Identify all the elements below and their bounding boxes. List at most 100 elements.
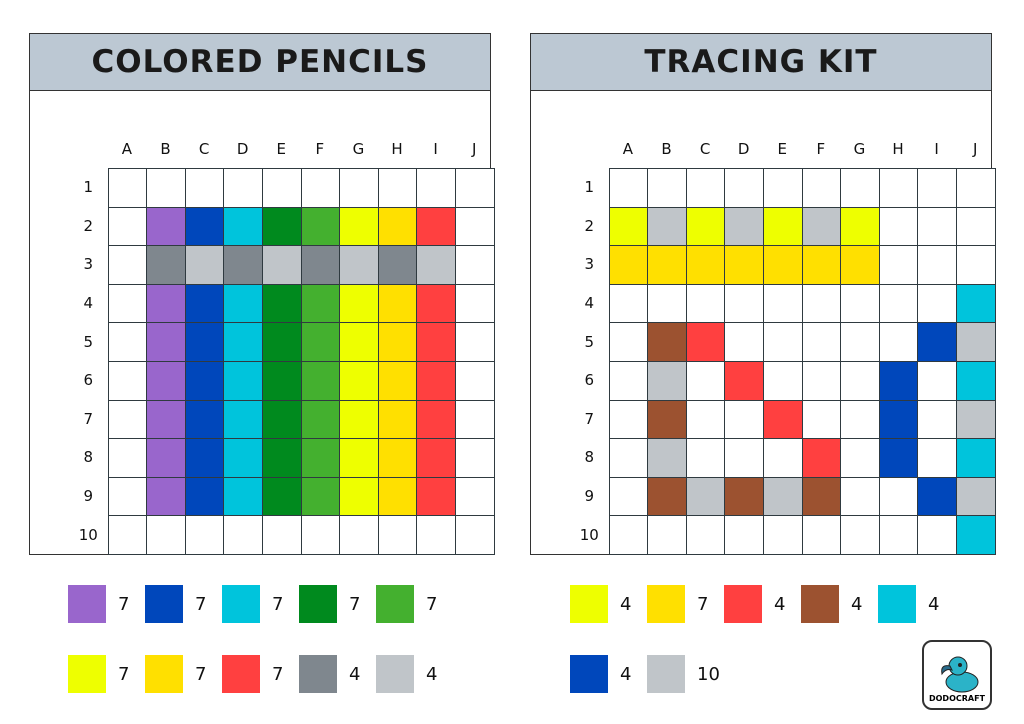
grid-cell[interactable] <box>184 360 225 401</box>
grid-cell[interactable] <box>762 283 803 324</box>
grid-cell[interactable] <box>878 206 919 247</box>
grid-cell[interactable] <box>107 438 148 478</box>
grid-cell[interactable] <box>454 360 495 401</box>
grid-cell[interactable] <box>416 206 456 247</box>
grid-cell[interactable] <box>107 245 148 285</box>
grid-cell[interactable] <box>300 168 341 208</box>
grid-cell[interactable] <box>917 438 957 478</box>
grid-cell[interactable] <box>339 283 379 324</box>
grid-cell[interactable] <box>223 245 263 285</box>
grid-cell[interactable] <box>454 515 495 555</box>
grid-cell[interactable] <box>107 476 148 517</box>
grid-cell[interactable] <box>184 438 225 478</box>
grid-cell[interactable] <box>608 206 649 247</box>
grid-cell[interactable] <box>801 399 842 440</box>
grid-cell[interactable] <box>146 476 186 517</box>
grid-cell[interactable] <box>685 322 726 362</box>
grid-cell[interactable] <box>261 476 302 517</box>
grid-cell[interactable] <box>762 168 803 208</box>
grid-cell[interactable] <box>608 245 649 285</box>
grid-cell[interactable] <box>261 438 302 478</box>
grid-cell[interactable] <box>801 322 842 362</box>
grid-cell[interactable] <box>685 438 726 478</box>
grid-cell[interactable] <box>840 322 880 362</box>
grid-cell[interactable] <box>300 476 341 517</box>
grid-cell[interactable] <box>339 438 379 478</box>
grid-cell[interactable] <box>377 360 418 401</box>
grid-cell[interactable] <box>840 360 880 401</box>
grid-cell[interactable] <box>416 322 456 362</box>
grid-cell[interactable] <box>223 438 263 478</box>
grid-cell[interactable] <box>724 399 764 440</box>
grid-cell[interactable] <box>917 399 957 440</box>
grid-cell[interactable] <box>261 515 302 555</box>
grid-cell[interactable] <box>955 399 996 440</box>
grid-cell[interactable] <box>223 360 263 401</box>
grid-cell[interactable] <box>878 515 919 555</box>
grid-cell[interactable] <box>955 245 996 285</box>
grid-cell[interactable] <box>107 168 148 208</box>
grid-cell[interactable] <box>454 399 495 440</box>
grid-cell[interactable] <box>377 168 418 208</box>
grid-cell[interactable] <box>223 515 263 555</box>
grid-cell[interactable] <box>416 476 456 517</box>
grid-cell[interactable] <box>300 206 341 247</box>
grid-cell[interactable] <box>339 360 379 401</box>
grid-cell[interactable] <box>685 515 726 555</box>
grid-cell[interactable] <box>377 438 418 478</box>
grid-cell[interactable] <box>223 168 263 208</box>
grid-cell[interactable] <box>685 245 726 285</box>
grid-cell[interactable] <box>377 283 418 324</box>
grid-cell[interactable] <box>685 476 726 517</box>
grid-cell[interactable] <box>762 322 803 362</box>
grid-cell[interactable] <box>724 283 764 324</box>
grid-cell[interactable] <box>223 399 263 440</box>
grid-cell[interactable] <box>878 360 919 401</box>
grid-cell[interactable] <box>107 360 148 401</box>
grid-cell[interactable] <box>377 515 418 555</box>
grid-cell[interactable] <box>840 476 880 517</box>
grid-cell[interactable] <box>608 399 649 440</box>
grid-cell[interactable] <box>647 206 687 247</box>
grid-cell[interactable] <box>724 245 764 285</box>
grid-cell[interactable] <box>801 168 842 208</box>
grid-cell[interactable] <box>146 283 186 324</box>
grid-cell[interactable] <box>840 206 880 247</box>
grid-cell[interactable] <box>955 168 996 208</box>
grid-cell[interactable] <box>762 476 803 517</box>
grid-cell[interactable] <box>377 476 418 517</box>
grid-cell[interactable] <box>724 515 764 555</box>
grid-cell[interactable] <box>608 438 649 478</box>
grid-cell[interactable] <box>917 245 957 285</box>
grid-cell[interactable] <box>955 476 996 517</box>
grid-cell[interactable] <box>917 476 957 517</box>
grid-cell[interactable] <box>917 515 957 555</box>
grid-cell[interactable] <box>724 322 764 362</box>
grid-cell[interactable] <box>339 206 379 247</box>
grid-cell[interactable] <box>300 360 341 401</box>
grid-cell[interactable] <box>184 399 225 440</box>
grid-cell[interactable] <box>608 476 649 517</box>
grid-cell[interactable] <box>184 283 225 324</box>
grid-cell[interactable] <box>647 438 687 478</box>
grid-cell[interactable] <box>801 438 842 478</box>
grid-cell[interactable] <box>955 438 996 478</box>
grid-cell[interactable] <box>878 438 919 478</box>
grid-cell[interactable] <box>416 399 456 440</box>
grid-cell[interactable] <box>300 245 341 285</box>
grid-cell[interactable] <box>685 360 726 401</box>
grid-cell[interactable] <box>454 322 495 362</box>
grid-cell[interactable] <box>377 206 418 247</box>
grid-cell[interactable] <box>184 206 225 247</box>
grid-cell[interactable] <box>146 515 186 555</box>
grid-cell[interactable] <box>955 206 996 247</box>
grid-cell[interactable] <box>261 399 302 440</box>
grid-cell[interactable] <box>917 206 957 247</box>
grid-cell[interactable] <box>647 168 687 208</box>
grid-cell[interactable] <box>724 168 764 208</box>
grid-cell[interactable] <box>300 399 341 440</box>
grid-cell[interactable] <box>184 168 225 208</box>
grid-cell[interactable] <box>454 476 495 517</box>
grid-cell[interactable] <box>801 206 842 247</box>
grid-cell[interactable] <box>685 399 726 440</box>
